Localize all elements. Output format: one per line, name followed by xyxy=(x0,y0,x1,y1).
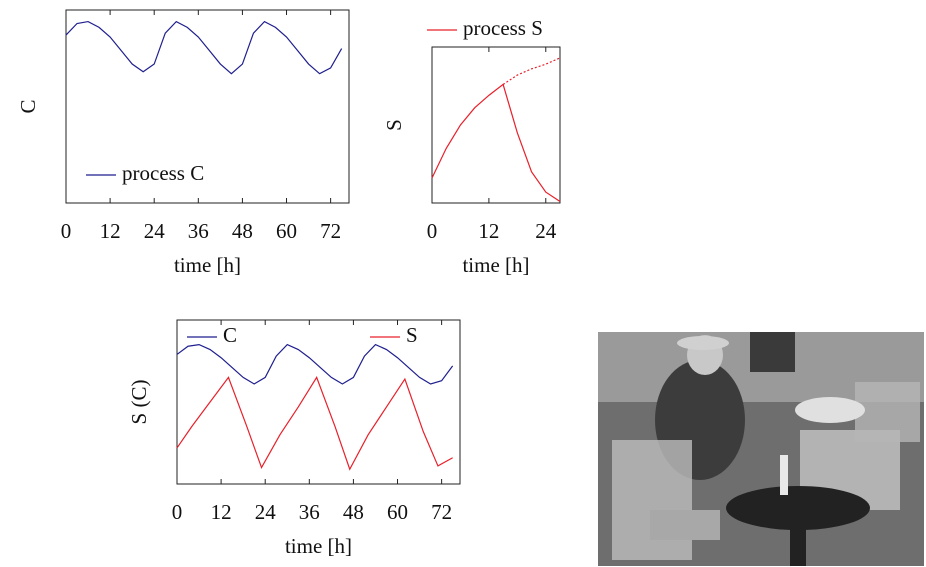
series-line xyxy=(176,376,453,471)
y-axis-label: S (C) xyxy=(127,380,151,425)
x-tick-label: 72 xyxy=(320,219,341,243)
y-axis-label: S xyxy=(382,119,406,131)
series-line xyxy=(502,57,561,85)
legend-label: S xyxy=(406,323,418,347)
x-tick-label: 36 xyxy=(188,219,209,243)
series-line xyxy=(431,83,561,202)
legend-label: process S xyxy=(463,16,543,40)
x-tick-label: 60 xyxy=(276,219,297,243)
x-tick-label: 24 xyxy=(144,219,166,243)
x-tick-label: 48 xyxy=(232,219,253,243)
x-tick-label: 36 xyxy=(299,500,320,524)
legend-label: C xyxy=(223,323,237,347)
series-line xyxy=(65,20,343,75)
x-tick-label: 12 xyxy=(100,219,121,243)
y-axis-label: C xyxy=(16,99,40,113)
x-tick-label: 12 xyxy=(211,500,232,524)
x-tick-label: 0 xyxy=(61,219,72,243)
photo xyxy=(598,332,924,566)
legend-label: process C xyxy=(122,161,204,185)
x-tick-label: 0 xyxy=(427,219,438,243)
x-tick-label: 60 xyxy=(387,500,408,524)
plot-frame xyxy=(431,46,561,204)
x-axis-label: time [h] xyxy=(174,253,241,277)
x-tick-label: 0 xyxy=(172,500,183,524)
x-tick-label: 24 xyxy=(535,219,557,243)
x-tick-label: 72 xyxy=(431,500,452,524)
plot-frame xyxy=(65,9,350,204)
x-tick-label: 12 xyxy=(478,219,499,243)
x-axis-label: time [h] xyxy=(285,534,352,558)
x-axis-label: time [h] xyxy=(462,253,529,277)
series-line xyxy=(176,343,454,385)
plot-frame xyxy=(176,319,461,485)
x-tick-label: 48 xyxy=(343,500,364,524)
x-tick-label: 24 xyxy=(255,500,277,524)
